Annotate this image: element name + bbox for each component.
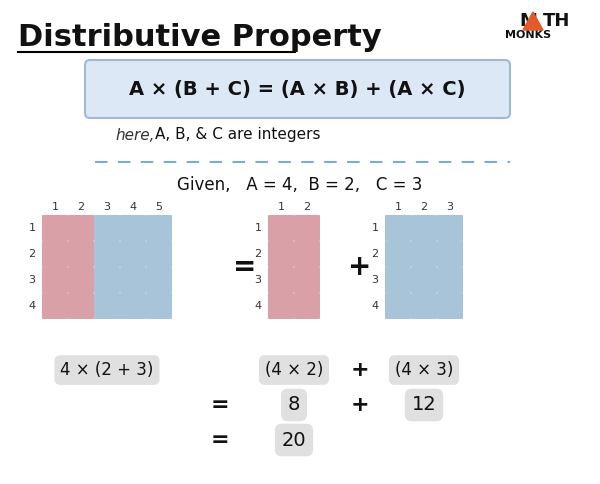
Text: (4 × 3): (4 × 3) — [395, 361, 453, 379]
FancyBboxPatch shape — [42, 267, 68, 293]
FancyBboxPatch shape — [146, 215, 172, 241]
FancyBboxPatch shape — [94, 241, 120, 267]
Text: 3: 3 — [104, 202, 110, 212]
Text: 3: 3 — [29, 275, 35, 285]
FancyBboxPatch shape — [68, 215, 94, 241]
FancyBboxPatch shape — [294, 241, 320, 267]
FancyBboxPatch shape — [94, 215, 120, 241]
FancyBboxPatch shape — [85, 60, 510, 118]
Text: 3: 3 — [254, 275, 262, 285]
Text: Given,   A = 4,  B = 2,   C = 3: Given, A = 4, B = 2, C = 3 — [178, 176, 422, 194]
FancyBboxPatch shape — [385, 215, 411, 241]
Text: 2: 2 — [28, 249, 35, 259]
FancyBboxPatch shape — [437, 215, 463, 241]
FancyBboxPatch shape — [385, 241, 411, 267]
Text: 4: 4 — [130, 202, 137, 212]
Text: A × (B + C) = (A × B) + (A × C): A × (B + C) = (A × B) + (A × C) — [129, 79, 466, 99]
FancyBboxPatch shape — [94, 267, 120, 293]
Text: 12: 12 — [412, 395, 436, 414]
Text: Distributive Property: Distributive Property — [18, 24, 382, 52]
FancyBboxPatch shape — [120, 293, 146, 319]
Text: MONKS: MONKS — [505, 30, 551, 40]
Polygon shape — [523, 12, 543, 30]
FancyBboxPatch shape — [146, 293, 172, 319]
Text: 8: 8 — [288, 395, 300, 414]
FancyBboxPatch shape — [42, 215, 68, 241]
Text: +: + — [350, 395, 370, 415]
Text: 2: 2 — [77, 202, 85, 212]
FancyBboxPatch shape — [411, 293, 437, 319]
FancyBboxPatch shape — [294, 293, 320, 319]
Text: 5: 5 — [155, 202, 163, 212]
Text: +: + — [349, 253, 371, 281]
Text: +: + — [350, 360, 370, 380]
Text: 20: 20 — [281, 430, 307, 450]
Text: 1: 1 — [277, 202, 284, 212]
FancyBboxPatch shape — [437, 293, 463, 319]
FancyBboxPatch shape — [120, 267, 146, 293]
FancyBboxPatch shape — [42, 241, 68, 267]
Text: 4: 4 — [28, 301, 35, 311]
Text: (4 × 2): (4 × 2) — [265, 361, 323, 379]
FancyBboxPatch shape — [68, 241, 94, 267]
FancyBboxPatch shape — [94, 293, 120, 319]
FancyBboxPatch shape — [68, 267, 94, 293]
FancyBboxPatch shape — [268, 267, 294, 293]
Text: 4: 4 — [254, 301, 262, 311]
FancyBboxPatch shape — [42, 293, 68, 319]
Text: 2: 2 — [254, 249, 262, 259]
Text: 1: 1 — [254, 223, 262, 233]
FancyBboxPatch shape — [411, 241, 437, 267]
FancyBboxPatch shape — [437, 241, 463, 267]
FancyBboxPatch shape — [385, 293, 411, 319]
Text: 1: 1 — [29, 223, 35, 233]
Text: 3: 3 — [371, 275, 379, 285]
FancyBboxPatch shape — [146, 267, 172, 293]
FancyBboxPatch shape — [385, 267, 411, 293]
Text: 1: 1 — [371, 223, 379, 233]
FancyBboxPatch shape — [294, 215, 320, 241]
Text: =: = — [211, 395, 229, 415]
FancyBboxPatch shape — [68, 293, 94, 319]
FancyBboxPatch shape — [268, 241, 294, 267]
Text: =: = — [233, 253, 257, 281]
FancyBboxPatch shape — [437, 267, 463, 293]
Text: =: = — [211, 430, 229, 450]
Text: 1: 1 — [52, 202, 59, 212]
Text: 2: 2 — [304, 202, 311, 212]
FancyBboxPatch shape — [120, 241, 146, 267]
Text: 4 × (2 + 3): 4 × (2 + 3) — [61, 361, 154, 379]
Text: A, B, & C are integers: A, B, & C are integers — [155, 127, 320, 142]
FancyBboxPatch shape — [411, 215, 437, 241]
FancyBboxPatch shape — [268, 293, 294, 319]
Text: here,: here, — [115, 127, 155, 142]
Text: TH: TH — [543, 12, 571, 30]
Text: 2: 2 — [371, 249, 379, 259]
Text: M: M — [519, 12, 537, 30]
Text: 4: 4 — [371, 301, 379, 311]
FancyBboxPatch shape — [411, 267, 437, 293]
Text: 3: 3 — [446, 202, 454, 212]
FancyBboxPatch shape — [120, 215, 146, 241]
FancyBboxPatch shape — [146, 241, 172, 267]
FancyBboxPatch shape — [294, 267, 320, 293]
Text: 1: 1 — [395, 202, 401, 212]
Text: 2: 2 — [421, 202, 428, 212]
FancyBboxPatch shape — [268, 215, 294, 241]
